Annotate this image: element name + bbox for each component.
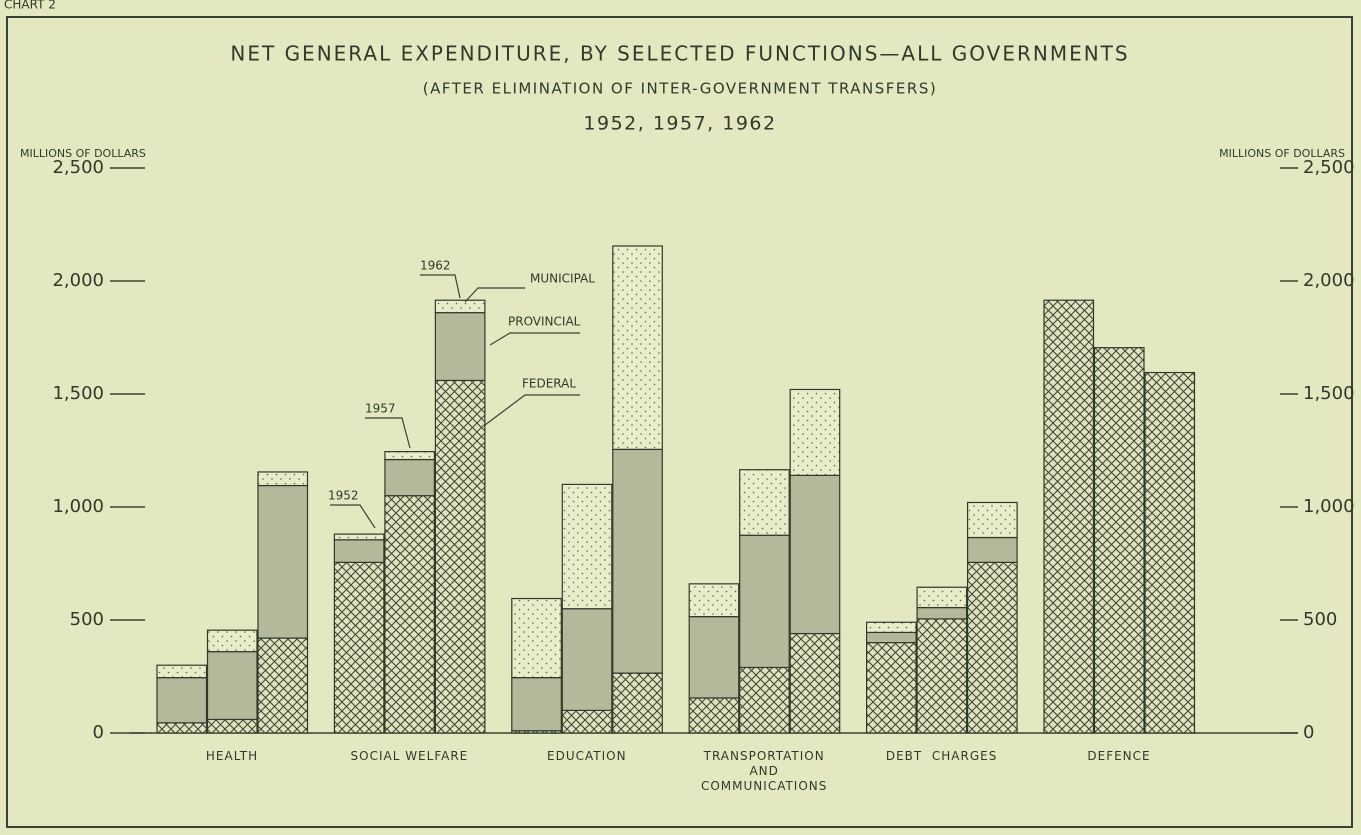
leader-line: [489, 332, 580, 346]
leader-line: [420, 274, 461, 299]
bar-segment: [156, 722, 208, 734]
bar-segment: [206, 651, 258, 721]
x-tick-label: TRANSPORTATION AND COMMUNICATIONS: [700, 749, 828, 793]
bar-segment: [612, 672, 663, 734]
x-tick-label: EDUCATION: [547, 749, 627, 763]
bar-year-label: 1962: [420, 259, 451, 273]
bar-segment: [865, 631, 917, 644]
y-tick-label: 1,500: [52, 383, 104, 404]
x-tick-label: DEFENCE: [1087, 749, 1151, 763]
x-tick-label: HEALTH: [205, 749, 259, 763]
bar-segment: [434, 299, 486, 314]
bar-segment: [916, 586, 968, 609]
chart-number: CHART 2: [4, 0, 56, 12]
bar-segment: [434, 379, 486, 734]
chart-title: NET GENERAL EXPENDITURE, BY SELECTED FUN…: [230, 42, 1129, 66]
bar-segment: [966, 561, 1018, 734]
y2-tick-label: 2,000: [1303, 270, 1355, 291]
bar-segment: [789, 632, 841, 734]
leader-line: [365, 417, 411, 449]
bar-segment: [739, 469, 790, 536]
bar-segment: [865, 621, 917, 634]
bar-year-label: 1957: [365, 402, 396, 416]
bar-segment: [612, 448, 663, 674]
y-axis-label: MILLIONS OF DOLLARS: [20, 147, 146, 160]
bar-segment: [688, 616, 740, 699]
chart-period: 1952, 1957, 1962: [583, 113, 776, 135]
bar-segment: [384, 458, 435, 497]
y2-tick-label: 0: [1303, 722, 1314, 743]
bar-segment: [333, 561, 385, 734]
annotations: [330, 274, 580, 529]
y-tick-label: 2,000: [52, 270, 104, 291]
bar-segment: [561, 608, 613, 712]
bar-segment: [257, 471, 309, 487]
leader-line: [330, 504, 376, 529]
bar-segment: [511, 677, 562, 732]
bar-segment: [688, 583, 740, 618]
x-tick-label: DEBT CHARGES: [885, 749, 998, 763]
y2-tick-label: 500: [1303, 609, 1337, 630]
bar-segment: [156, 664, 208, 679]
bar-segment: [1043, 299, 1095, 734]
series-label: FEDERAL: [522, 377, 576, 391]
bar-segment: [156, 677, 208, 724]
y-tick-label: 1,000: [52, 496, 104, 517]
bar-segment: [789, 388, 841, 476]
chart-subtitle: (AFTER ELIMINATION OF INTER-GOVERNMENT T…: [423, 80, 937, 98]
bar-segment: [966, 536, 1018, 563]
bar-segment: [257, 637, 309, 734]
bar-segment: [789, 474, 841, 635]
y2-axis-label: MILLIONS OF DOLLARS: [1219, 147, 1345, 160]
bar-year-label: 1952: [328, 489, 359, 503]
y-tick-label: 500: [70, 609, 104, 630]
bar-segment: [333, 539, 385, 563]
bars: [156, 245, 1196, 734]
y2-tick-label: 1,500: [1303, 383, 1355, 404]
bar-segment: [206, 718, 258, 734]
bar-segment: [257, 484, 309, 639]
bar-segment: [561, 483, 613, 610]
leader-line: [464, 287, 525, 303]
series-label: PROVINCIAL: [508, 315, 581, 329]
leader-line: [484, 394, 580, 426]
bar-segment: [561, 709, 613, 734]
bar-segment: [865, 641, 917, 734]
y2-tick-label: 1,000: [1303, 496, 1355, 517]
bar-segment: [916, 618, 968, 734]
bar-segment: [1093, 347, 1145, 734]
x-tick-label: SOCIAL WELFARE: [350, 749, 469, 763]
series-label: MUNICIPAL: [530, 272, 595, 286]
bar-segment: [206, 629, 258, 653]
bar-segment: [1144, 371, 1196, 734]
y2-tick-label: 2,500: [1303, 157, 1355, 178]
bar-segment: [511, 597, 562, 679]
bar-segment: [434, 312, 486, 382]
bar-segment: [333, 533, 385, 541]
bar-segment: [739, 534, 790, 669]
bar-segment: [384, 451, 435, 461]
frame: [6, 16, 1353, 828]
bar-segment: [966, 501, 1018, 539]
bar-segment: [916, 606, 968, 620]
bar-segment: [612, 245, 663, 450]
bar-segment: [384, 495, 435, 734]
y-tick-label: 0: [93, 722, 104, 743]
y-tick-label: 2,500: [52, 157, 104, 178]
bar-segment: [688, 697, 740, 734]
bar-segment: [739, 666, 790, 734]
